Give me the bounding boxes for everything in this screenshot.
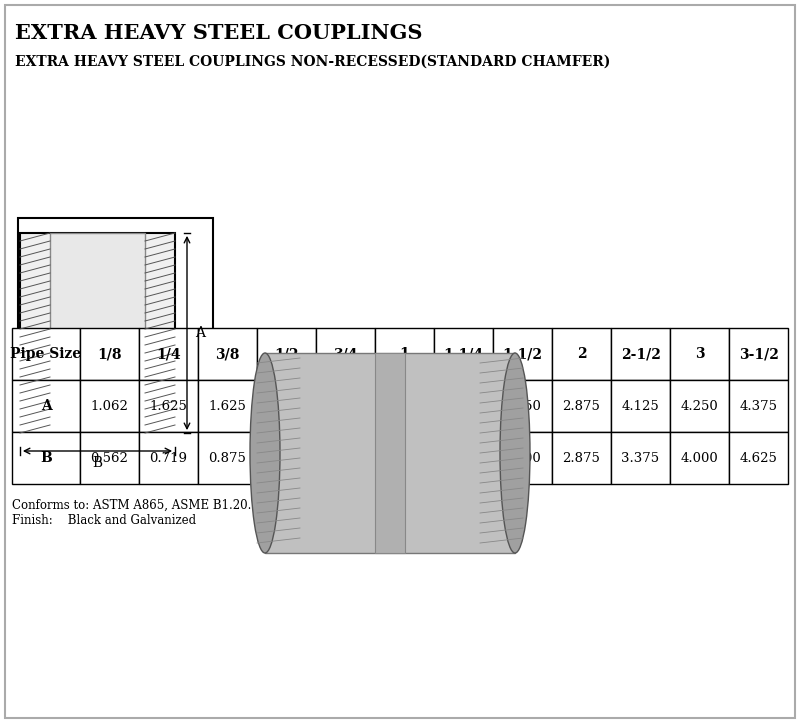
Text: 2.750: 2.750	[503, 400, 542, 413]
FancyBboxPatch shape	[493, 432, 552, 484]
Text: 2-1/2: 2-1/2	[621, 347, 661, 361]
FancyBboxPatch shape	[611, 432, 670, 484]
Bar	[265, 353, 515, 553]
FancyBboxPatch shape	[552, 328, 611, 380]
Text: 2: 2	[577, 347, 586, 361]
FancyBboxPatch shape	[670, 380, 729, 432]
FancyBboxPatch shape	[611, 380, 670, 432]
Text: 3.375: 3.375	[622, 451, 659, 464]
Ellipse shape	[250, 353, 280, 553]
Text: 1/8: 1/8	[98, 347, 122, 361]
Text: 0.719: 0.719	[150, 451, 187, 464]
Text: EXTRA HEAVY STEEL COUPLINGS NON-RECESSED(STANDARD CHAMFER): EXTRA HEAVY STEEL COUPLINGS NON-RECESSED…	[15, 55, 610, 69]
Text: EXTRA HEAVY STEEL COUPLINGS: EXTRA HEAVY STEEL COUPLINGS	[15, 23, 422, 43]
Text: 3-1/2: 3-1/2	[738, 347, 778, 361]
Text: B: B	[40, 451, 52, 465]
FancyBboxPatch shape	[139, 432, 198, 484]
Text: Pipe Size: Pipe Size	[10, 347, 82, 361]
Text: 1.612: 1.612	[326, 451, 365, 464]
FancyBboxPatch shape	[257, 328, 316, 380]
Text: B: B	[93, 456, 102, 470]
FancyBboxPatch shape	[552, 380, 611, 432]
Text: 4.375: 4.375	[739, 400, 778, 413]
Text: 1: 1	[400, 347, 410, 361]
Text: 3/8: 3/8	[215, 347, 240, 361]
FancyBboxPatch shape	[611, 328, 670, 380]
Text: 1.062: 1.062	[90, 400, 129, 413]
FancyBboxPatch shape	[552, 432, 611, 484]
FancyBboxPatch shape	[198, 380, 257, 432]
Text: 2.125: 2.125	[268, 400, 306, 413]
FancyBboxPatch shape	[434, 328, 493, 380]
Ellipse shape	[500, 353, 530, 553]
Bar	[375, 353, 405, 553]
FancyBboxPatch shape	[729, 380, 788, 432]
Text: 1/2: 1/2	[274, 347, 298, 361]
Text: 0.562: 0.562	[90, 451, 129, 464]
Text: A: A	[41, 399, 51, 413]
FancyBboxPatch shape	[493, 328, 552, 380]
Text: 3/4: 3/4	[334, 347, 358, 361]
Text: 1.625: 1.625	[150, 400, 187, 413]
FancyBboxPatch shape	[50, 233, 145, 433]
FancyBboxPatch shape	[375, 328, 434, 380]
Text: 4.000: 4.000	[681, 451, 718, 464]
FancyBboxPatch shape	[729, 432, 788, 484]
FancyBboxPatch shape	[316, 380, 375, 432]
FancyBboxPatch shape	[670, 432, 729, 484]
FancyBboxPatch shape	[12, 328, 80, 380]
Text: 1/4: 1/4	[156, 347, 181, 361]
Text: 2.200: 2.200	[504, 451, 542, 464]
FancyBboxPatch shape	[80, 380, 139, 432]
Text: 1.625: 1.625	[209, 400, 246, 413]
Text: 2.875: 2.875	[562, 400, 601, 413]
Text: 4.625: 4.625	[739, 451, 778, 464]
Text: 2.625: 2.625	[386, 400, 423, 413]
FancyBboxPatch shape	[257, 432, 316, 484]
FancyBboxPatch shape	[12, 432, 80, 484]
Text: 4.125: 4.125	[622, 400, 659, 413]
Text: 4.250: 4.250	[681, 400, 718, 413]
FancyBboxPatch shape	[139, 380, 198, 432]
Text: 2.875: 2.875	[562, 451, 601, 464]
FancyBboxPatch shape	[316, 328, 375, 380]
Text: 2.750: 2.750	[445, 400, 482, 413]
FancyBboxPatch shape	[375, 432, 434, 484]
FancyBboxPatch shape	[12, 380, 80, 432]
Text: 3: 3	[694, 347, 704, 361]
FancyBboxPatch shape	[80, 432, 139, 484]
Text: 1.062: 1.062	[267, 451, 306, 464]
Text: 2.125: 2.125	[326, 400, 364, 413]
FancyBboxPatch shape	[198, 328, 257, 380]
FancyBboxPatch shape	[493, 380, 552, 432]
FancyBboxPatch shape	[670, 328, 729, 380]
Text: 1-1/2: 1-1/2	[502, 347, 542, 361]
Text: Conforms to: ASTM A865, ASME B1.20.1: Conforms to: ASTM A865, ASME B1.20.1	[12, 499, 258, 512]
FancyBboxPatch shape	[729, 328, 788, 380]
Text: 2.054: 2.054	[445, 451, 482, 464]
Text: 0.875: 0.875	[209, 451, 246, 464]
Text: 1-1/4: 1-1/4	[443, 347, 483, 361]
FancyBboxPatch shape	[257, 380, 316, 432]
FancyBboxPatch shape	[198, 432, 257, 484]
FancyBboxPatch shape	[375, 380, 434, 432]
FancyBboxPatch shape	[139, 328, 198, 380]
FancyBboxPatch shape	[316, 432, 375, 484]
Text: 1.576: 1.576	[386, 451, 423, 464]
Text: Finish:    Black and Galvanized: Finish: Black and Galvanized	[12, 514, 196, 527]
FancyBboxPatch shape	[434, 380, 493, 432]
FancyBboxPatch shape	[80, 328, 139, 380]
FancyBboxPatch shape	[434, 432, 493, 484]
FancyBboxPatch shape	[20, 233, 175, 433]
Text: A: A	[195, 326, 205, 340]
